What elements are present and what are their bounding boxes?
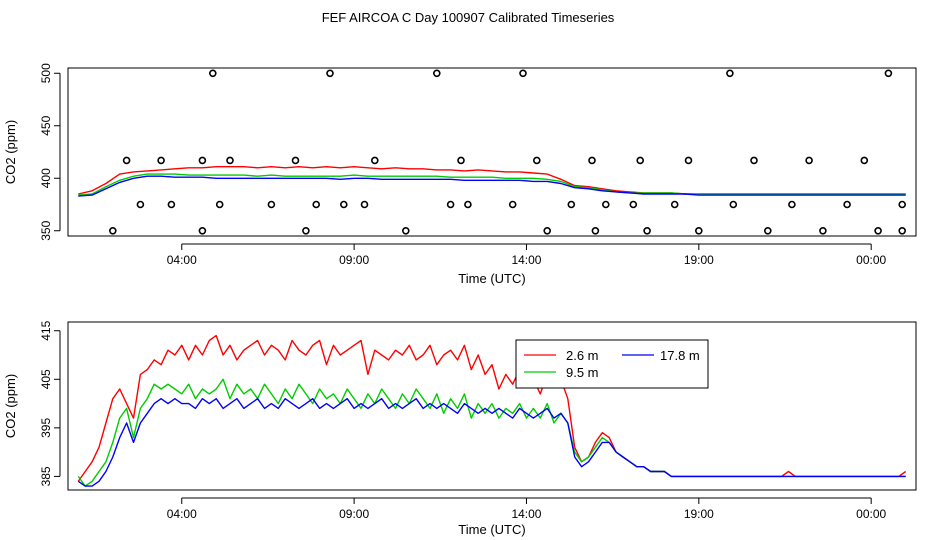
top-marker-point bbox=[157, 156, 165, 165]
top-marker-point bbox=[370, 156, 379, 165]
top-marker-point bbox=[457, 156, 465, 165]
top-marker-point bbox=[136, 200, 145, 209]
top-marker-point bbox=[788, 200, 796, 209]
top-marker-point bbox=[508, 200, 517, 209]
top-marker-point bbox=[122, 156, 131, 165]
figure-title: FEF AIRCOA C Day 100907 Calibrated Times… bbox=[322, 10, 615, 25]
legend-label-2-6m: 2.6 m bbox=[566, 348, 599, 363]
top-marker-point bbox=[226, 156, 234, 165]
bottom-y-axis: 385 395 405 415 bbox=[39, 320, 61, 486]
bottom-series-line-2-6-m bbox=[77, 334, 907, 482]
top-marker-point bbox=[763, 227, 772, 235]
top-marker-point bbox=[519, 69, 527, 78]
top-x-axis-label: Time (UTC) bbox=[458, 271, 525, 286]
top-marker-point bbox=[532, 156, 541, 165]
bottom-series-lines bbox=[77, 334, 907, 487]
top-marker-point bbox=[401, 227, 410, 235]
bottom-y-tick-label: 385 bbox=[39, 466, 53, 486]
top-marker-point bbox=[567, 200, 576, 209]
top-marker-point bbox=[432, 69, 441, 78]
bottom-x-tick-label: 00:00 bbox=[856, 507, 886, 521]
bottom-x-tick-label: 14:00 bbox=[511, 507, 541, 521]
top-y-tick-label: 450 bbox=[39, 115, 53, 135]
top-marker-point bbox=[267, 200, 276, 209]
bottom-x-tick-label: 19:00 bbox=[684, 507, 714, 521]
top-series-line-17-8-m bbox=[78, 175, 906, 197]
top-series-line-9-5-m bbox=[78, 173, 906, 196]
top-marker-point bbox=[215, 200, 224, 209]
top-marker-point bbox=[843, 200, 851, 209]
bottom-series-line-9-5-m bbox=[77, 378, 906, 487]
top-marker-point bbox=[805, 156, 813, 165]
bottom-plot-box bbox=[67, 321, 917, 491]
bottom-series-line-17-8-m bbox=[77, 398, 906, 487]
top-y-axis: 350 400 450 500 bbox=[39, 63, 61, 241]
legend-label-17-8m: 17.8 m bbox=[660, 348, 700, 363]
top-marker-point bbox=[898, 227, 907, 235]
top-x-tick-label: 14:00 bbox=[511, 253, 541, 267]
top-marker-point bbox=[819, 227, 827, 235]
bottom-y-axis-label: CO2 (ppm) bbox=[3, 374, 18, 438]
bottom-x-tick-label: 09:00 bbox=[339, 507, 369, 521]
top-marker-point bbox=[464, 200, 472, 209]
top-marker-point bbox=[694, 227, 703, 235]
top-marker-point bbox=[601, 200, 610, 209]
top-marker-point bbox=[643, 227, 651, 235]
top-marker-point bbox=[209, 69, 217, 78]
bottom-panel-co2-timeseries: 04:00 09:00 14:00 19:00 00:00 385 395 405 415 T… bbox=[3, 320, 917, 537]
top-marker-point bbox=[312, 200, 321, 209]
top-marker-point bbox=[750, 156, 758, 165]
top-marker-point bbox=[684, 156, 693, 165]
top-marker-point bbox=[726, 69, 734, 78]
top-marker-point bbox=[898, 200, 907, 209]
top-marker-point bbox=[543, 227, 552, 235]
bottom-x-tick-label: 04:00 bbox=[167, 507, 197, 521]
top-x-tick-label: 19:00 bbox=[684, 253, 714, 267]
legend-label-9-5m: 9.5 m bbox=[566, 365, 599, 380]
bottom-x-axis-label: Time (UTC) bbox=[458, 522, 525, 537]
top-marker-point bbox=[302, 227, 310, 235]
top-marker-point bbox=[446, 200, 455, 209]
top-y-axis-label: CO2 (ppm) bbox=[3, 120, 18, 184]
bottom-y-tick-label: 395 bbox=[39, 418, 53, 438]
bottom-y-tick-label: 415 bbox=[39, 320, 53, 340]
top-marker-point bbox=[670, 200, 679, 209]
top-x-tick-label: 04:00 bbox=[167, 253, 197, 267]
top-x-tick-label: 00:00 bbox=[856, 253, 886, 267]
top-marker-point bbox=[326, 69, 334, 78]
top-marker-points bbox=[109, 69, 907, 235]
top-marker-point bbox=[629, 200, 638, 209]
top-marker-point bbox=[591, 227, 600, 235]
top-marker-point bbox=[167, 200, 176, 209]
top-marker-point bbox=[360, 200, 369, 209]
top-y-tick-label: 350 bbox=[39, 220, 53, 240]
top-marker-point bbox=[198, 227, 207, 235]
legend-box bbox=[515, 339, 709, 389]
bottom-x-axis: 04:00 09:00 14:00 19:00 00:00 bbox=[167, 497, 887, 521]
top-marker-point bbox=[339, 200, 348, 209]
top-marker-point bbox=[884, 69, 893, 78]
top-panel-co2-timeseries: 04:00 09:00 14:00 19:00 00:00 350 400 450 500 T… bbox=[3, 63, 917, 286]
top-series-lines bbox=[78, 165, 906, 197]
top-marker-point bbox=[109, 227, 117, 235]
top-marker-point bbox=[874, 227, 882, 235]
top-marker-point bbox=[636, 156, 645, 165]
top-marker-point bbox=[860, 156, 869, 165]
top-x-tick-label: 09:00 bbox=[339, 253, 369, 267]
top-plot-box bbox=[67, 67, 917, 237]
bottom-y-tick-label: 405 bbox=[39, 369, 53, 389]
top-y-tick-label: 400 bbox=[39, 168, 53, 188]
top-marker-point bbox=[291, 156, 300, 165]
top-marker-point bbox=[729, 200, 738, 209]
top-x-axis: 04:00 09:00 14:00 19:00 00:00 bbox=[167, 243, 887, 267]
top-y-tick-label: 500 bbox=[39, 63, 53, 83]
top-marker-point bbox=[588, 156, 596, 165]
legend: 2.6 m 9.5 m 17.8 m bbox=[515, 339, 709, 389]
top-marker-point bbox=[198, 156, 207, 165]
